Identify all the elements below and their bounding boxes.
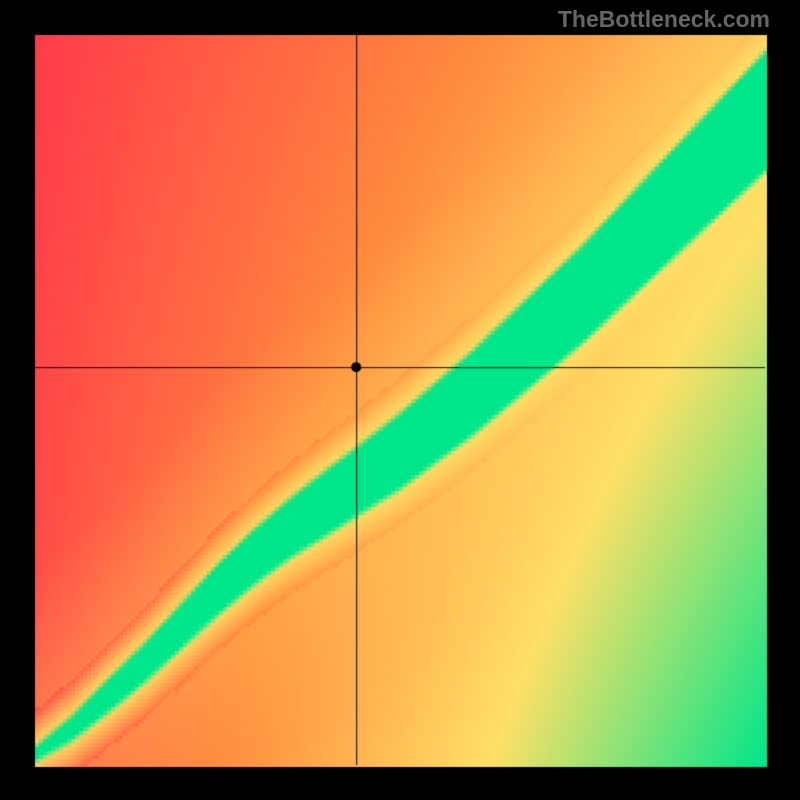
watermark-text: TheBottleneck.com — [558, 6, 770, 33]
heatmap-canvas — [0, 0, 800, 800]
chart-container: TheBottleneck.com — [0, 0, 800, 800]
